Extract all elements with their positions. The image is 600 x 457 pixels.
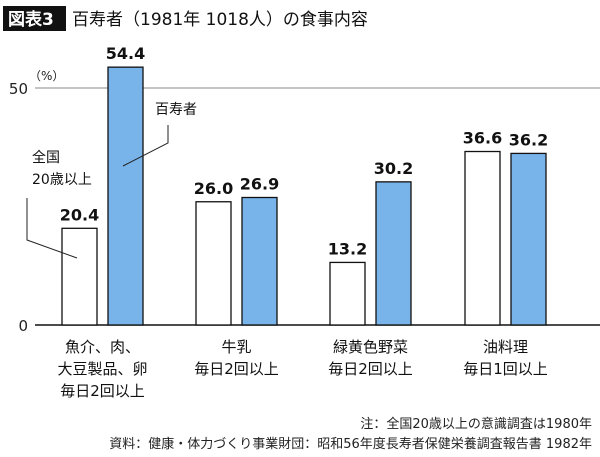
data-label: 26.0 bbox=[194, 179, 233, 198]
leader-line-centenarian bbox=[122, 125, 169, 167]
y-axis-unit: （%） bbox=[29, 69, 64, 83]
category-label: 牛乳 bbox=[221, 338, 251, 356]
bar-national bbox=[61, 227, 98, 326]
bar-centenarian bbox=[241, 196, 278, 326]
category-label: 油料理 bbox=[483, 338, 528, 356]
bar-centenarian bbox=[107, 66, 144, 326]
data-label: 54.4 bbox=[106, 44, 145, 63]
data-label: 36.2 bbox=[509, 130, 548, 149]
source-text: 資料：健康・体力づくり事業財団：昭和56年度長寿者保健栄養調査報告書 1982年 bbox=[109, 436, 592, 452]
category-label: 魚介、肉、 bbox=[65, 338, 140, 356]
category-label: 大豆製品、卵 bbox=[57, 360, 147, 378]
data-label: 13.2 bbox=[328, 239, 367, 258]
data-label: 26.9 bbox=[240, 174, 279, 193]
category-label: 毎日2回以上 bbox=[328, 360, 413, 378]
series-label-centenarian: 百寿者 bbox=[155, 101, 197, 118]
bar-national bbox=[464, 150, 501, 326]
bar-national bbox=[329, 261, 366, 326]
category-label: 毎日2回以上 bbox=[60, 382, 145, 400]
y-tick-label: 0 bbox=[18, 317, 28, 335]
data-label: 20.4 bbox=[60, 205, 99, 224]
data-label: 30.2 bbox=[374, 159, 413, 178]
leader-line-national bbox=[26, 198, 78, 259]
chart-title: 百寿者（1981年 1018人）の食事内容 bbox=[72, 10, 368, 30]
data-label: 36.6 bbox=[463, 129, 502, 148]
series-label-national: 全国 bbox=[32, 149, 60, 166]
category-label: 緑黄色野菜 bbox=[333, 338, 408, 356]
category-label: 毎日2回以上 bbox=[194, 360, 279, 378]
category-label: 毎日1回以上 bbox=[463, 360, 548, 378]
bar-centenarian bbox=[510, 152, 547, 326]
bar-national bbox=[195, 201, 232, 326]
figure-badge: 図表3 bbox=[8, 9, 54, 30]
y-tick-label: 50 bbox=[9, 80, 28, 98]
figure-badge-bg bbox=[3, 6, 66, 31]
series-label-national: 20歳以上 bbox=[32, 172, 92, 188]
bar-centenarian bbox=[375, 181, 412, 326]
note-text: 注：全国20歳以上の意識調査は1980年 bbox=[360, 416, 592, 432]
